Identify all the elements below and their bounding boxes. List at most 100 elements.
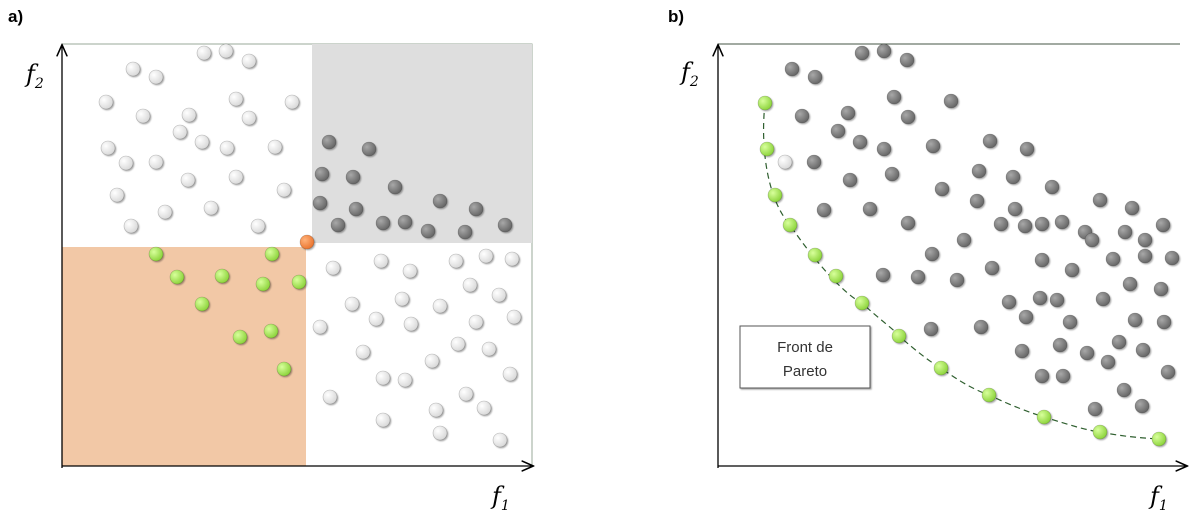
point-b-dark (1116, 382, 1132, 398)
panel-b: b) f2 f1 Front de Pareto (668, 7, 1186, 512)
pareto-point (1092, 424, 1108, 440)
pareto-point (933, 360, 949, 376)
point-a-dark (497, 217, 513, 233)
panel-b-label: b) (668, 7, 684, 26)
point-b-dark (1105, 251, 1121, 267)
point-b-dark (1014, 343, 1030, 359)
point-b-dark (1124, 200, 1140, 216)
pareto-point (1151, 431, 1167, 447)
point-b-dark (1034, 252, 1050, 268)
point-a-light (325, 260, 341, 276)
point-b-dark (1064, 262, 1080, 278)
point-b-dark (1160, 364, 1176, 380)
point-a-light (148, 154, 164, 170)
point-a-light (481, 341, 497, 357)
point-a-dark (361, 141, 377, 157)
point-b-dark (1062, 314, 1078, 330)
point-b-dark (982, 133, 998, 149)
point-a-green (232, 329, 248, 345)
pareto-point (807, 247, 823, 263)
point-a-light (373, 253, 389, 269)
point-b-dark (862, 201, 878, 217)
point-b-dark (1018, 309, 1034, 325)
point-a-light (284, 94, 300, 110)
point-b-dark (884, 166, 900, 182)
point-b-dark (1005, 169, 1021, 185)
point-a-dark (348, 201, 364, 217)
point-b-dark (1135, 342, 1151, 358)
point-b-dark (943, 93, 959, 109)
reference-point (299, 234, 315, 250)
point-a-dark (468, 201, 484, 217)
point-b-dark (1032, 290, 1048, 306)
point-b-dark (925, 138, 941, 154)
legend-line-2: Pareto (783, 363, 827, 380)
point-a-light (148, 69, 164, 85)
point-b-dark (1137, 248, 1153, 264)
point-a-light (402, 263, 418, 279)
point-b-dark (1087, 401, 1103, 417)
point-a-green (263, 323, 279, 339)
point-a-light (506, 309, 522, 325)
point-b-dark (1164, 250, 1180, 266)
point-a-light (344, 296, 360, 312)
point-a-light (462, 277, 478, 293)
point-a-light (135, 108, 151, 124)
point-a-light (476, 400, 492, 416)
legend-box (739, 325, 871, 389)
point-b-dark (1117, 224, 1133, 240)
point-a-light (157, 204, 173, 220)
point-a-light (432, 425, 448, 441)
point-a-light (228, 169, 244, 185)
point-b-dark (1127, 312, 1143, 328)
pareto-point (981, 387, 997, 403)
point-a-green (194, 296, 210, 312)
point-b-dark (1001, 294, 1017, 310)
legend-line-1: Front de (777, 339, 833, 356)
point-a-light (458, 386, 474, 402)
point-a-light (478, 248, 494, 264)
point-a-light (250, 218, 266, 234)
point-b-dark (1079, 345, 1095, 361)
point-a-light (397, 372, 413, 388)
point-a-light (181, 107, 197, 123)
point-a-light (428, 402, 444, 418)
point-a-light (180, 172, 196, 188)
point-b-dark (875, 267, 891, 283)
pareto-point (891, 328, 907, 344)
point-a-light (394, 291, 410, 307)
point-b-dark (876, 141, 892, 157)
point-b-dark (1153, 281, 1169, 297)
point-a-light (123, 218, 139, 234)
point-a-light (448, 253, 464, 269)
point-b-dark (1019, 141, 1035, 157)
point-b-dark (1156, 314, 1172, 330)
point-a-dark (330, 217, 346, 233)
point-b-dark (784, 61, 800, 77)
point-a-green (276, 361, 292, 377)
point-a-green (169, 269, 185, 285)
point-b-dark (899, 52, 915, 68)
point-a-light (468, 314, 484, 330)
point-b-dark (876, 43, 892, 59)
point-b-dark (1052, 337, 1068, 353)
point-b-dark (1137, 232, 1153, 248)
point-b-dark (900, 109, 916, 125)
point-a-light (450, 336, 466, 352)
point-b-dark (1100, 354, 1116, 370)
panel-a-points (98, 43, 522, 448)
point-a-green (255, 276, 271, 292)
point-b-dark (1095, 291, 1111, 307)
point-b-dark (956, 232, 972, 248)
point-a-dark (432, 193, 448, 209)
point-a-light (194, 134, 210, 150)
point-b-light (777, 154, 793, 170)
pareto-point (782, 217, 798, 233)
point-a-light (125, 61, 141, 77)
point-b-dark (1134, 398, 1150, 414)
panel-a-x-axis-label: f1 (490, 482, 510, 512)
point-a-light (403, 316, 419, 332)
point-a-green (148, 246, 164, 262)
point-b-dark (842, 172, 858, 188)
